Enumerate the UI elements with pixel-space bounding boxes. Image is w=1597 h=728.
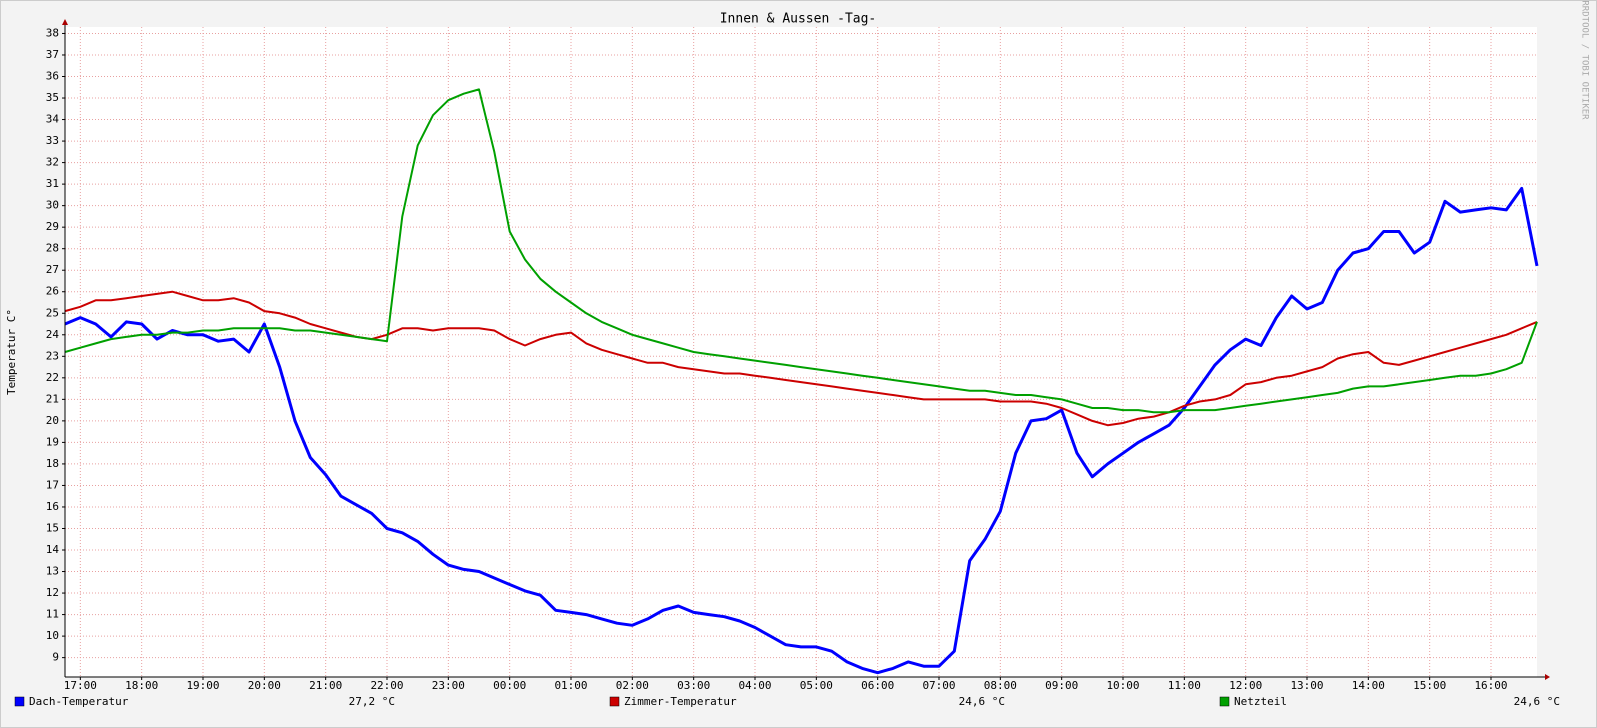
x-tick-label: 17:00	[64, 679, 97, 692]
x-tick-label: 14:00	[1352, 679, 1385, 692]
legend-label: Netzteil	[1234, 695, 1287, 708]
y-tick-label: 14	[46, 543, 60, 556]
x-tick-label: 16:00	[1474, 679, 1507, 692]
series-line	[64, 88, 1538, 414]
y-tick-label: 31	[46, 177, 59, 190]
y-tick-label: 9	[52, 651, 59, 664]
y-tick-label: 17	[46, 478, 59, 491]
x-tick-label: 00:00	[493, 679, 526, 692]
chart-title: Innen & Aussen -Tag-	[720, 12, 877, 27]
y-tick-label: 15	[46, 521, 59, 534]
y-tick-label: 19	[46, 435, 59, 448]
y-tick-label: 20	[46, 414, 59, 427]
y-tick-label: 37	[46, 48, 59, 61]
legend-swatch	[609, 696, 620, 707]
y-tick-label: 27	[46, 263, 59, 276]
lines	[64, 88, 1539, 675]
x-tick-label: 18:00	[125, 679, 158, 692]
y-tick-label: 33	[46, 134, 59, 147]
x-tick-label: 01:00	[554, 679, 587, 692]
y-tick-label: 30	[46, 199, 59, 212]
y-tick-label: 12	[46, 586, 59, 599]
series-line	[64, 290, 1538, 427]
y-tick-label: 22	[46, 371, 59, 384]
y-tick-label: 21	[46, 392, 59, 405]
y-tick-label: 25	[46, 306, 59, 319]
series-line	[64, 186, 1539, 675]
y-tick-label: 13	[46, 565, 59, 578]
y-tick-label: 10	[46, 629, 59, 642]
legend-swatch	[14, 696, 25, 707]
y-tick-label: 29	[46, 220, 59, 233]
legend-current: 24,6 °C	[959, 695, 1005, 708]
x-tick-label: 03:00	[677, 679, 710, 692]
x-arrow	[1545, 674, 1550, 680]
y-tick-label: 35	[46, 91, 59, 104]
y-axis-label: Temperatur C°	[5, 309, 18, 395]
x-tick-label: 23:00	[432, 679, 465, 692]
x-tick-label: 10:00	[1106, 679, 1139, 692]
legend-label: Zimmer-Temperatur	[624, 695, 737, 708]
y-tick-label: 24	[46, 328, 60, 341]
y-tick-label: 28	[46, 242, 59, 255]
x-tick-label: 07:00	[922, 679, 955, 692]
x-tick-label: 11:00	[1168, 679, 1201, 692]
x-tick-label: 08:00	[984, 679, 1017, 692]
x-tick-label: 12:00	[1229, 679, 1262, 692]
x-tick-label: 15:00	[1413, 679, 1446, 692]
x-tick-label: 20:00	[248, 679, 281, 692]
plot-area	[65, 27, 1537, 677]
x-tick-label: 22:00	[370, 679, 403, 692]
legend: Dach-Temperatur 27,2 °C Zimmer-Temperatur 2…	[14, 695, 1560, 708]
y-tick-label: 11	[46, 608, 59, 621]
x-tick-label: 06:00	[861, 679, 894, 692]
y-tick-label: 23	[46, 349, 59, 362]
legend-label: Dach-Temperatur	[29, 695, 129, 708]
x-tick-label: 05:00	[800, 679, 833, 692]
x-tick-label: 19:00	[186, 679, 219, 692]
y-tick-label: 32	[46, 156, 59, 169]
legend-swatch	[1219, 696, 1230, 707]
y-tick-label: 16	[46, 500, 59, 513]
x-tick-label: 02:00	[616, 679, 649, 692]
y-tick-label: 34	[46, 113, 60, 126]
x-tick-label: 04:00	[738, 679, 771, 692]
watermark: RRDTOOL / TOBI OETIKER	[1580, 0, 1590, 120]
x-tick-label: 21:00	[309, 679, 342, 692]
y-tick-label: 38	[46, 26, 59, 39]
x-tick-label: 13:00	[1290, 679, 1323, 692]
y-tick-label: 26	[46, 285, 59, 298]
legend-current: 24,6 °C	[1514, 695, 1560, 708]
y-tick-label: 18	[46, 457, 59, 470]
x-tick-label: 09:00	[1045, 679, 1078, 692]
y-arrow	[62, 19, 68, 25]
y-tick-label: 36	[46, 70, 59, 83]
grid	[62, 27, 1537, 680]
legend-current: 27,2 °C	[349, 695, 395, 708]
